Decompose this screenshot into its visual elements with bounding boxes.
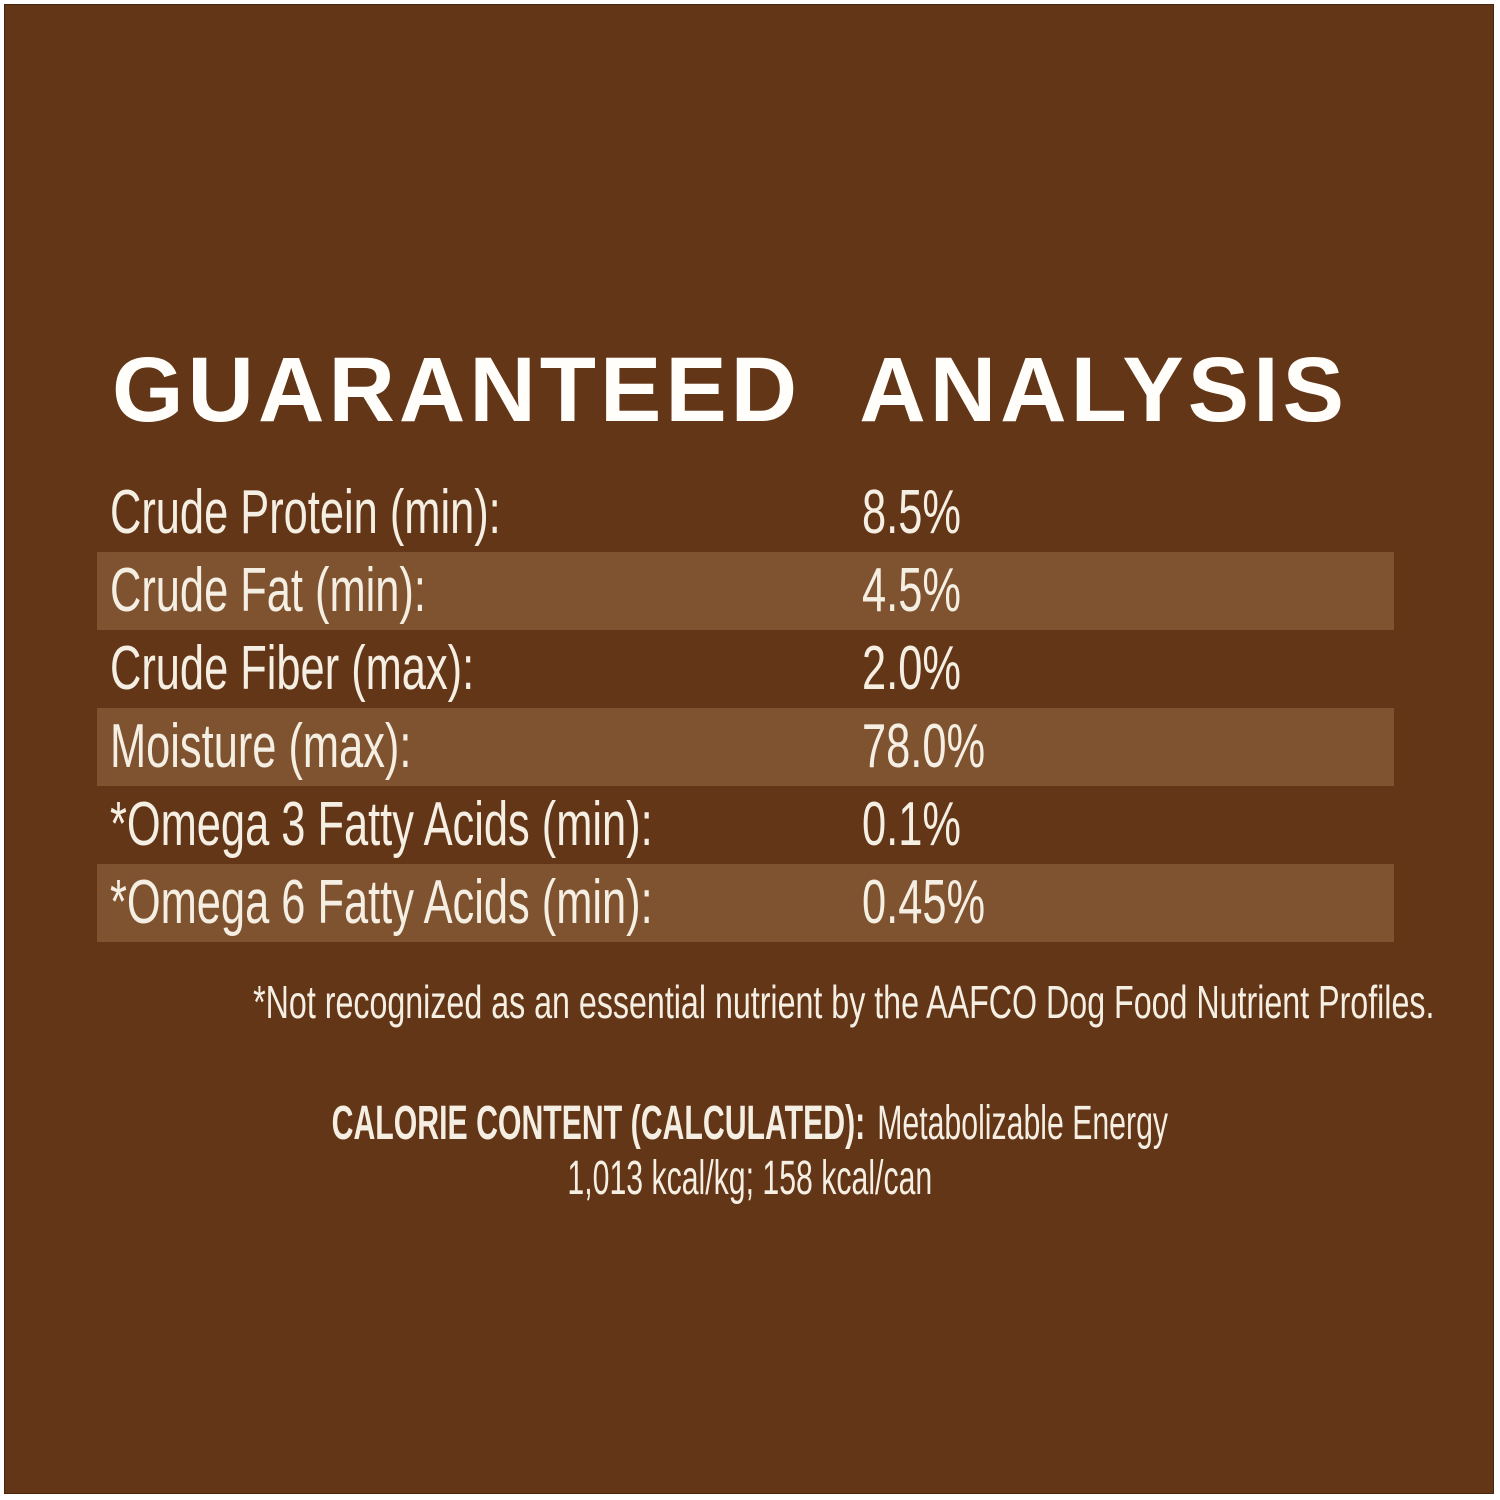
row-value: 78.0% [862, 712, 986, 781]
guaranteed-analysis-title: GUARANTEED ANALYSIS [112, 339, 1348, 441]
row-value: 8.5% [862, 478, 961, 547]
table-row-crude-protein: Crude Protein (min): 8.5% [97, 474, 1394, 552]
table-row-moisture: Moisture (max): 78.0% [97, 708, 1394, 786]
table-row-omega-6: *Omega 6 Fatty Acids (min): 0.45% [97, 864, 1394, 942]
row-label: Crude Fiber (max): [110, 634, 475, 703]
analysis-table: Crude Protein (min): 8.5% Crude Fat (min… [97, 474, 1394, 942]
row-label: *Omega 3 Fatty Acids (min): [110, 790, 653, 859]
row-value: 0.45% [862, 868, 986, 937]
row-value: 4.5% [862, 556, 961, 625]
table-row-crude-fat: Crude Fat (min): 4.5% [97, 552, 1394, 630]
row-value: 2.0% [862, 634, 961, 703]
calorie-heading: CALORIE CONTENT (CALCULATED): [331, 1097, 866, 1150]
row-label: Crude Protein (min): [110, 478, 501, 547]
row-label: Moisture (max): [110, 712, 412, 781]
row-label: Crude Fat (min): [110, 556, 426, 625]
calorie-line-2: 1,013 kcal/kg; 158 kcal/can [567, 1152, 933, 1206]
row-value: 0.1% [862, 790, 961, 859]
table-row-omega-3: *Omega 3 Fatty Acids (min): 0.1% [97, 786, 1394, 864]
row-label: *Omega 6 Fatty Acids (min): [110, 868, 653, 937]
calorie-line-1: CALORIE CONTENT (CALCULATED): Metabolizab… [332, 1096, 1168, 1151]
calorie-subtitle: Metabolizable Energy [877, 1097, 1169, 1150]
table-row-crude-fiber: Crude Fiber (max): 2.0% [97, 630, 1394, 708]
aafco-footnote: *Not recognized as an essential nutrient… [253, 976, 1435, 1028]
footnote-row: *Not recognized as an essential nutrient… [0, 979, 1500, 1025]
calorie-content-text: CALORIE CONTENT (CALCULATED): Metabolizab… [332, 1096, 1168, 1206]
calorie-content-block: CALORIE CONTENT (CALCULATED): Metabolizab… [0, 1096, 1500, 1206]
